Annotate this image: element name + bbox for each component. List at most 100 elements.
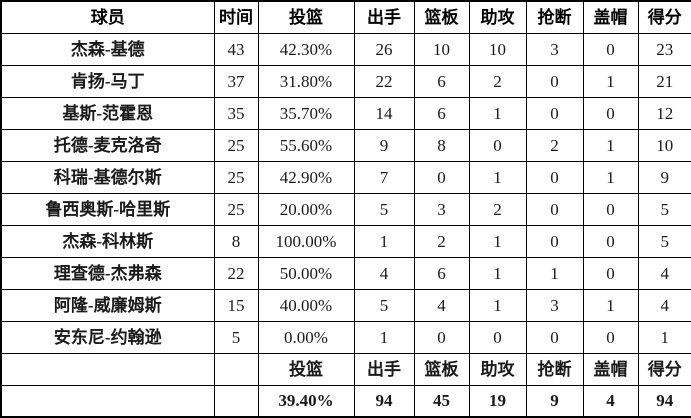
blocks-cell: 0	[582, 256, 639, 290]
footer-label-assists: 助攻	[468, 352, 527, 386]
total-assists: 19	[468, 384, 527, 418]
header-cell-assists: 助攻	[468, 0, 527, 34]
fga-cell: 1	[353, 320, 415, 354]
minutes-cell: 43	[213, 32, 259, 66]
steals-cell: 0	[525, 192, 584, 226]
player-name-cell: 肯扬-马丁	[0, 64, 215, 98]
blocks-cell: 0	[582, 96, 639, 130]
player-name-cell: 托德-麦克洛奇	[0, 128, 215, 162]
footer-label-blocks: 盖帽	[582, 352, 639, 386]
header-cell-points: 得分	[637, 0, 691, 34]
steals-cell: 0	[525, 224, 584, 258]
points-cell: 4	[637, 288, 691, 322]
steals-cell: 0	[525, 96, 584, 130]
total-steals: 9	[525, 384, 584, 418]
assists-cell: 1	[468, 96, 527, 130]
rebounds-cell: 8	[413, 128, 470, 162]
assists-cell: 2	[468, 64, 527, 98]
rebounds-cell: 6	[413, 96, 470, 130]
steals-cell: 1	[525, 256, 584, 290]
points-cell: 4	[637, 256, 691, 290]
fg-pct-cell: 0.00%	[257, 320, 355, 354]
totals-row: 39.40% 94 45 19 9 4 94	[0, 384, 691, 418]
points-cell: 23	[637, 32, 691, 66]
steals-cell: 3	[525, 288, 584, 322]
minutes-cell: 15	[213, 288, 259, 322]
assists-cell: 1	[468, 256, 527, 290]
player-row: 鲁西奥斯-哈里斯 25 20.00% 5 3 2 0 0 5	[0, 192, 691, 226]
total-rebounds: 45	[413, 384, 470, 418]
minutes-cell: 25	[213, 192, 259, 226]
assists-cell: 0	[468, 320, 527, 354]
footer-label-rebounds: 篮板	[413, 352, 470, 386]
rebounds-cell: 0	[413, 160, 470, 194]
assists-cell: 1	[468, 160, 527, 194]
fg-pct-cell: 31.80%	[257, 64, 355, 98]
blocks-cell: 0	[582, 224, 639, 258]
points-cell: 10	[637, 128, 691, 162]
minutes-cell: 22	[213, 256, 259, 290]
fga-cell: 14	[353, 96, 415, 130]
blocks-cell: 0	[582, 32, 639, 66]
assists-cell: 1	[468, 224, 527, 258]
minutes-cell: 25	[213, 160, 259, 194]
minutes-cell: 37	[213, 64, 259, 98]
fga-cell: 9	[353, 128, 415, 162]
player-row: 理查德-杰弗森 22 50.00% 4 6 1 1 0 4	[0, 256, 691, 290]
fga-cell: 5	[353, 192, 415, 226]
fg-pct-cell: 40.00%	[257, 288, 355, 322]
fg-pct-cell: 55.60%	[257, 128, 355, 162]
player-name-cell: 科瑞-基德尔斯	[0, 160, 215, 194]
player-name-cell: 鲁西奥斯-哈里斯	[0, 192, 215, 226]
player-row: 阿隆-威廉姆斯 15 40.00% 5 4 1 3 1 4	[0, 288, 691, 322]
fg-pct-cell: 20.00%	[257, 192, 355, 226]
player-name-cell: 阿隆-威廉姆斯	[0, 288, 215, 322]
player-row: 肯扬-马丁 37 31.80% 22 6 2 0 1 21	[0, 64, 691, 98]
steals-cell: 3	[525, 32, 584, 66]
fg-pct-cell: 35.70%	[257, 96, 355, 130]
total-blocks: 4	[582, 384, 639, 418]
total-points: 94	[637, 384, 691, 418]
rebounds-cell: 10	[413, 32, 470, 66]
assists-cell: 10	[468, 32, 527, 66]
points-cell: 5	[637, 192, 691, 226]
fg-pct-cell: 100.00%	[257, 224, 355, 258]
total-fg-pct: 39.40%	[257, 384, 355, 418]
points-cell: 12	[637, 96, 691, 130]
header-cell-steals: 抢断	[525, 0, 584, 34]
header-row: 球员 时间 投篮 出手 篮板 助攻 抢断 盖帽 得分	[0, 0, 691, 34]
player-row: 基斯-范霍恩 35 35.70% 14 6 1 0 0 12	[0, 96, 691, 130]
blocks-cell: 1	[582, 128, 639, 162]
blocks-cell: 1	[582, 64, 639, 98]
player-row: 杰森-基德 43 42.30% 26 10 10 3 0 23	[0, 32, 691, 66]
minutes-cell: 8	[213, 224, 259, 258]
minutes-cell: 25	[213, 128, 259, 162]
steals-cell: 2	[525, 128, 584, 162]
fg-pct-cell: 42.90%	[257, 160, 355, 194]
rebounds-cell: 6	[413, 256, 470, 290]
points-cell: 9	[637, 160, 691, 194]
footer-label-fga: 出手	[353, 352, 415, 386]
steals-cell: 0	[525, 160, 584, 194]
rebounds-cell: 0	[413, 320, 470, 354]
rebounds-cell: 4	[413, 288, 470, 322]
header-cell-fg-pct: 投篮	[257, 0, 355, 34]
fga-cell: 26	[353, 32, 415, 66]
points-cell: 5	[637, 224, 691, 258]
footer-label-steals: 抢断	[525, 352, 584, 386]
footer-label-points: 得分	[637, 352, 691, 386]
fga-cell: 7	[353, 160, 415, 194]
rebounds-cell: 6	[413, 64, 470, 98]
points-cell: 21	[637, 64, 691, 98]
footer-empty-minutes-cell	[213, 352, 259, 386]
blocks-cell: 1	[582, 160, 639, 194]
player-name-cell: 安东尼-约翰逊	[0, 320, 215, 354]
player-name-cell: 理查德-杰弗森	[0, 256, 215, 290]
header-cell-player: 球员	[0, 0, 215, 34]
footer-label-row: 投篮 出手 篮板 助攻 抢断 盖帽 得分	[0, 352, 691, 386]
fga-cell: 5	[353, 288, 415, 322]
points-cell: 1	[637, 320, 691, 354]
assists-cell: 2	[468, 192, 527, 226]
steals-cell: 0	[525, 320, 584, 354]
